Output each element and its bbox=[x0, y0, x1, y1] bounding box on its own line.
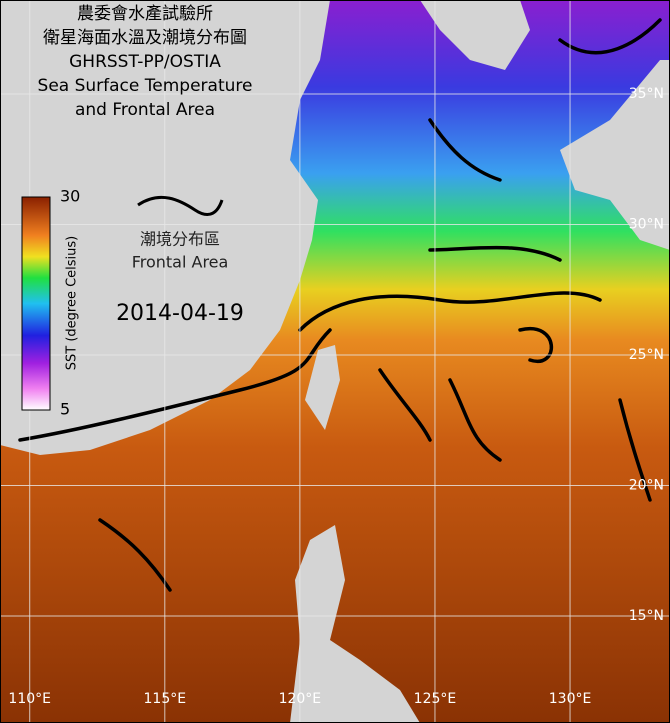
lat-label: 35°N bbox=[629, 86, 664, 102]
lon-label: 110°E bbox=[8, 691, 51, 707]
colorbar-tick-label: 5 bbox=[60, 400, 70, 419]
date: 2014-04-19 bbox=[116, 301, 244, 326]
lat-label: 25°N bbox=[629, 347, 664, 363]
land-korea bbox=[420, 0, 530, 70]
legend-en: Frontal Area bbox=[132, 253, 229, 272]
land-japan bbox=[560, 60, 670, 250]
lon-label: 125°E bbox=[414, 691, 457, 707]
title-line: 農委會水產試驗所 bbox=[77, 4, 213, 24]
title-line: GHRSST-PP/OSTIA bbox=[69, 52, 221, 72]
legend-zh: 潮境分布區 bbox=[140, 230, 220, 249]
frontal-lines bbox=[18, 18, 662, 592]
land-taiwan bbox=[305, 345, 340, 430]
lat-label: 30°N bbox=[629, 216, 664, 232]
lon-label: 130°E bbox=[549, 691, 592, 707]
lon-label: 120°E bbox=[279, 691, 322, 707]
colorbar bbox=[21, 196, 51, 411]
lon-label: 115°E bbox=[144, 691, 187, 707]
title-line: Sea Surface Temperature bbox=[38, 76, 253, 96]
title-line: 衛星海面水溫及潮境分布圖 bbox=[43, 28, 247, 48]
lat-label: 15°N bbox=[629, 608, 664, 624]
colorbar-tick-label: 30 bbox=[60, 187, 80, 206]
title-line: and Frontal Area bbox=[75, 100, 215, 120]
land-philippines bbox=[290, 525, 420, 723]
colorbar-label: SST (degree Celsius) bbox=[65, 236, 80, 371]
legend-line bbox=[137, 195, 224, 216]
lat-label: 20°N bbox=[629, 477, 664, 493]
